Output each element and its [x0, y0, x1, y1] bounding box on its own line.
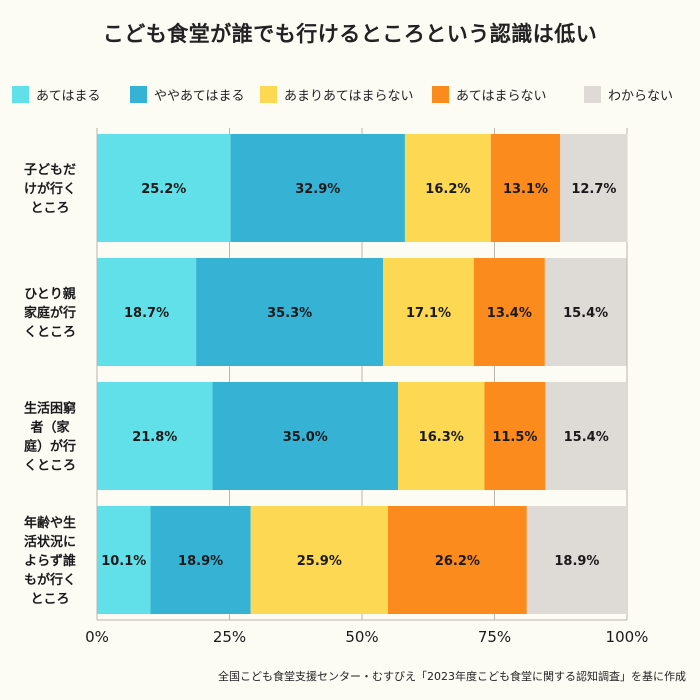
- legend-swatch: [432, 86, 449, 103]
- bar-segment: [250, 506, 388, 614]
- category-label-line: もが行く: [24, 572, 76, 588]
- data-label: 12.7%: [571, 182, 616, 197]
- category-label-line: 年齢や生: [24, 515, 76, 531]
- legend-swatch: [130, 86, 147, 103]
- source-note: 全国こども食堂支援センター・むすびえ「2023年度こども食堂に関する認知調査」を…: [218, 670, 686, 683]
- bar-segment: [97, 506, 151, 614]
- bar-segment: [196, 258, 384, 366]
- data-label: 21.8%: [132, 430, 177, 445]
- data-label: 18.9%: [178, 554, 223, 569]
- bar-segment: [484, 382, 546, 490]
- category-label: ひとり親家庭が行くところ: [24, 286, 76, 340]
- category-label-line: ひとり親: [24, 286, 76, 302]
- bar-segment: [97, 258, 197, 366]
- legend-label: あてはまらない: [456, 89, 547, 104]
- data-label: 15.4%: [563, 306, 608, 321]
- data-label: 13.1%: [503, 182, 548, 197]
- legend-swatch: [260, 86, 277, 103]
- category-label-line: くところ: [24, 325, 76, 340]
- category-label-line: 活状況に: [24, 534, 76, 550]
- bar-segment: [526, 506, 627, 614]
- bar-segment: [490, 134, 561, 242]
- chart-title: こども食堂が誰でも行けるところという認識は低い: [102, 22, 598, 46]
- x-tick-label: 100%: [606, 628, 649, 646]
- category-label-line: くところ: [24, 459, 76, 474]
- x-tick-label: 25%: [213, 628, 246, 646]
- data-label: 16.2%: [425, 182, 470, 197]
- category-label: 生活困窮者（家庭）が行くところ: [24, 401, 76, 474]
- category-label-line: けが行く: [24, 181, 76, 197]
- x-tick-label: 75%: [478, 628, 511, 646]
- data-label: 35.3%: [267, 306, 312, 321]
- category-label: 子どもだけが行くところ: [24, 163, 76, 216]
- bar-segment: [560, 134, 628, 242]
- data-label: 18.9%: [554, 554, 599, 569]
- category-label-line: 生活困窮: [24, 401, 76, 417]
- category-label: 年齢や生活状況によらず誰もが行くところ: [24, 515, 76, 607]
- x-tick-label: 50%: [345, 628, 378, 646]
- bar-segment: [545, 382, 627, 490]
- data-label: 10.1%: [101, 554, 146, 569]
- data-label: 11.5%: [492, 430, 537, 445]
- data-label: 25.9%: [297, 554, 342, 569]
- bar-segment: [150, 506, 251, 614]
- bar-segment: [383, 258, 474, 366]
- legend-swatch: [584, 86, 601, 103]
- data-label: 17.1%: [406, 306, 451, 321]
- category-label-line: 者（家: [29, 420, 70, 436]
- bar-segment: [212, 382, 399, 490]
- data-label: 26.2%: [435, 554, 480, 569]
- bar-segment: [473, 258, 545, 366]
- bar-segment: [230, 134, 405, 242]
- category-label-line: ところ: [30, 592, 69, 607]
- data-label: 25.2%: [141, 182, 186, 197]
- bar-segment: [398, 382, 485, 490]
- bar-segment: [97, 134, 231, 242]
- legend-label: ややあてはまる: [154, 89, 245, 104]
- legend-label: わからない: [608, 89, 674, 104]
- data-label: 32.9%: [295, 182, 340, 197]
- category-label-line: よらず誰: [24, 553, 76, 569]
- data-label: 13.4%: [487, 306, 532, 321]
- legend: あてはまる ややあてはまる あまりあてはまらない あてはまらない わからない: [12, 84, 692, 106]
- legend-label: あてはまる: [36, 89, 101, 104]
- category-label-line: 家庭が行: [24, 305, 76, 321]
- data-label: 35.0%: [283, 430, 328, 445]
- category-label-line: 庭）が行: [24, 439, 76, 455]
- bar-segment: [97, 382, 213, 490]
- legend-swatch: [12, 86, 29, 103]
- data-label: 16.3%: [419, 430, 464, 445]
- data-label: 18.7%: [124, 306, 169, 321]
- x-tick-label: 0%: [85, 628, 109, 646]
- bar-segment: [387, 506, 527, 614]
- data-label: 15.4%: [564, 430, 609, 445]
- category-label-line: ところ: [30, 201, 69, 216]
- bar-segment: [544, 258, 627, 366]
- legend-label: あまりあてはまらない: [284, 89, 414, 104]
- bar-segment: [404, 134, 491, 242]
- category-label-line: 子どもだ: [24, 163, 76, 178]
